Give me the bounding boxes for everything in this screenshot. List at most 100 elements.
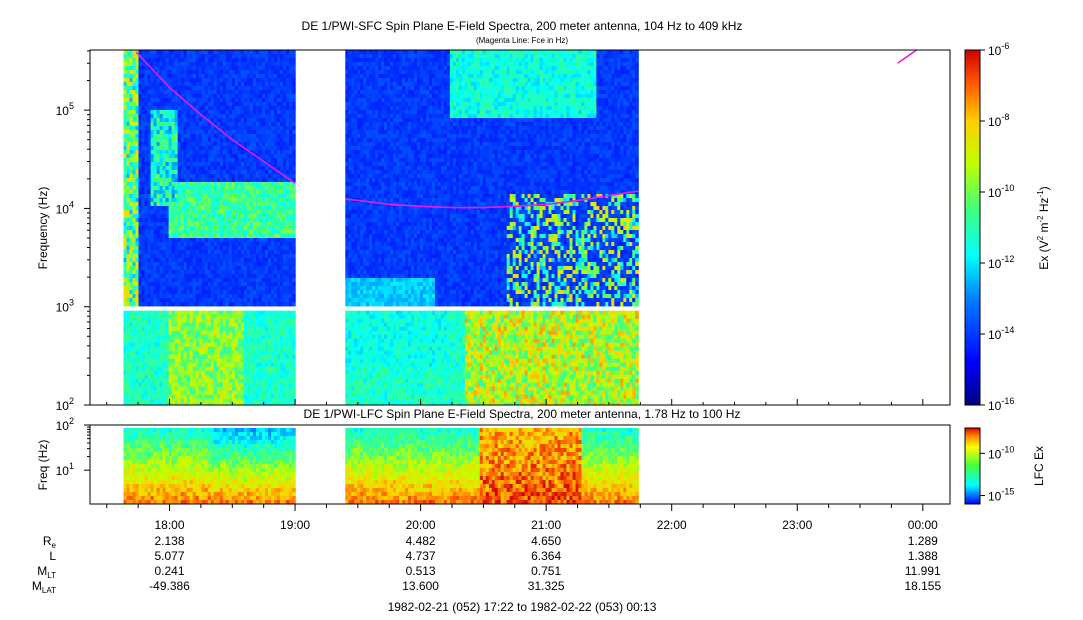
spectrogram-cell	[129, 190, 134, 195]
spectrogram-cell	[153, 158, 158, 163]
spectrogram-cell	[141, 110, 146, 115]
spectrogram-cell	[261, 62, 266, 67]
spectrogram-cell	[138, 74, 143, 79]
spectrogram-cell	[183, 394, 188, 400]
spectrogram-cell	[180, 170, 185, 175]
spectrogram-cell	[186, 158, 191, 163]
spectrogram-cell	[289, 190, 293, 195]
spectrogram-cell	[141, 230, 146, 235]
spectrogram-cell	[126, 386, 131, 392]
spectrogram-cell	[141, 114, 146, 119]
spectrogram-cell	[159, 130, 164, 135]
spectrogram-cell	[123, 326, 128, 332]
spectrogram-cell	[292, 86, 296, 91]
spectrogram-cell	[180, 266, 185, 271]
spectrogram-cell	[174, 82, 179, 87]
spectrogram-cell	[289, 102, 293, 107]
spectrogram-cell	[231, 110, 236, 115]
spectrogram-cell	[135, 86, 140, 91]
spectrogram-cell	[123, 50, 128, 55]
spectrogram-cell	[177, 254, 182, 259]
spectrogram-cell	[261, 170, 266, 175]
spectrogram-cell	[156, 394, 161, 400]
spectrogram-cell	[201, 226, 206, 231]
spectrogram-cell	[150, 134, 155, 139]
spectrogram-cell	[135, 182, 140, 187]
spectrogram-cell	[180, 114, 185, 119]
spectrogram-cell	[180, 162, 185, 167]
spectrogram-cell	[135, 314, 140, 320]
spectrogram-cell	[141, 66, 146, 71]
spectrogram-cell	[231, 98, 236, 103]
spectrogram-cell	[289, 386, 293, 392]
spectrogram-cell	[153, 198, 158, 203]
spectrogram-cell	[150, 342, 155, 348]
spectrogram-cell	[231, 154, 236, 159]
spectrogram-cell	[177, 398, 182, 404]
spectrogram-cell	[261, 358, 266, 364]
spectrogram-cell	[159, 250, 164, 255]
spectrogram-cell	[153, 378, 158, 384]
spectrogram-cell	[132, 54, 137, 59]
spectrogram-cell	[168, 314, 173, 320]
spectrogram-cell	[144, 238, 149, 243]
spectrogram-cell	[174, 74, 179, 79]
spectrogram-cell	[289, 290, 293, 295]
spectrogram-cell	[231, 182, 236, 187]
spectrogram-cell	[177, 366, 182, 372]
spectrogram-cell	[171, 154, 176, 159]
spectrogram-cell	[292, 186, 296, 191]
spectrogram-cell	[144, 286, 149, 291]
spectrogram-cell	[141, 82, 146, 87]
spectrogram-cell	[165, 242, 170, 247]
spectrogram-cell	[141, 318, 146, 324]
spectrogram-cell	[183, 98, 188, 103]
spectrogram-cell	[159, 218, 164, 223]
spectrogram-cell	[123, 230, 128, 235]
spectrogram-cell	[231, 326, 236, 332]
spectrogram-cell	[165, 186, 170, 191]
spectrogram-cell	[292, 266, 296, 271]
spectrogram-cell	[132, 210, 137, 215]
spectrogram-cell	[126, 326, 131, 332]
spectrogram-cell	[261, 194, 266, 199]
spectrogram-cell	[168, 274, 173, 279]
spectrogram-cell	[168, 266, 173, 271]
spectrogram-cell	[141, 214, 146, 219]
spectrogram-cell	[150, 402, 155, 405]
spectrogram-cell	[159, 374, 164, 380]
spectrogram-cell	[180, 150, 185, 155]
spectrogram-cell	[132, 350, 137, 356]
spectrogram-cell	[261, 246, 266, 251]
spectrogram-cell	[180, 270, 185, 275]
spectrogram-cell	[168, 194, 173, 199]
spectrogram-cell	[165, 314, 170, 320]
spectrogram-cell	[183, 78, 188, 83]
spectrogram-cell	[135, 118, 140, 123]
spectrogram-cell	[171, 130, 176, 135]
spectrogram-cell	[231, 134, 236, 139]
spectrogram-cell	[177, 322, 182, 328]
spectrogram-cell	[135, 190, 140, 195]
spectrogram-cell	[177, 294, 182, 299]
spectrogram-cell	[153, 310, 158, 316]
spectrogram-cell	[168, 130, 173, 135]
spectrogram-cell	[292, 230, 296, 235]
spectrogram-cell	[180, 110, 185, 115]
spectrogram-cell	[177, 290, 182, 295]
spectrogram-cell	[165, 150, 170, 155]
spectrogram-cell	[150, 118, 155, 123]
spectrogram-cell	[150, 238, 155, 243]
spectrogram-cell	[231, 330, 236, 336]
spectrogram-cell	[183, 174, 188, 179]
spectrogram-cell	[138, 334, 143, 340]
spectrogram-cell	[183, 358, 188, 364]
spectrogram-cell	[156, 138, 161, 143]
spectrogram-cell	[165, 378, 170, 384]
spectrogram-cell	[231, 338, 236, 344]
spectrogram-cell	[165, 70, 170, 75]
spectrogram-cell	[201, 178, 206, 183]
spectrogram-cell	[183, 54, 188, 59]
spectrogram-cell	[153, 66, 158, 71]
spectrogram-cell	[231, 234, 236, 239]
